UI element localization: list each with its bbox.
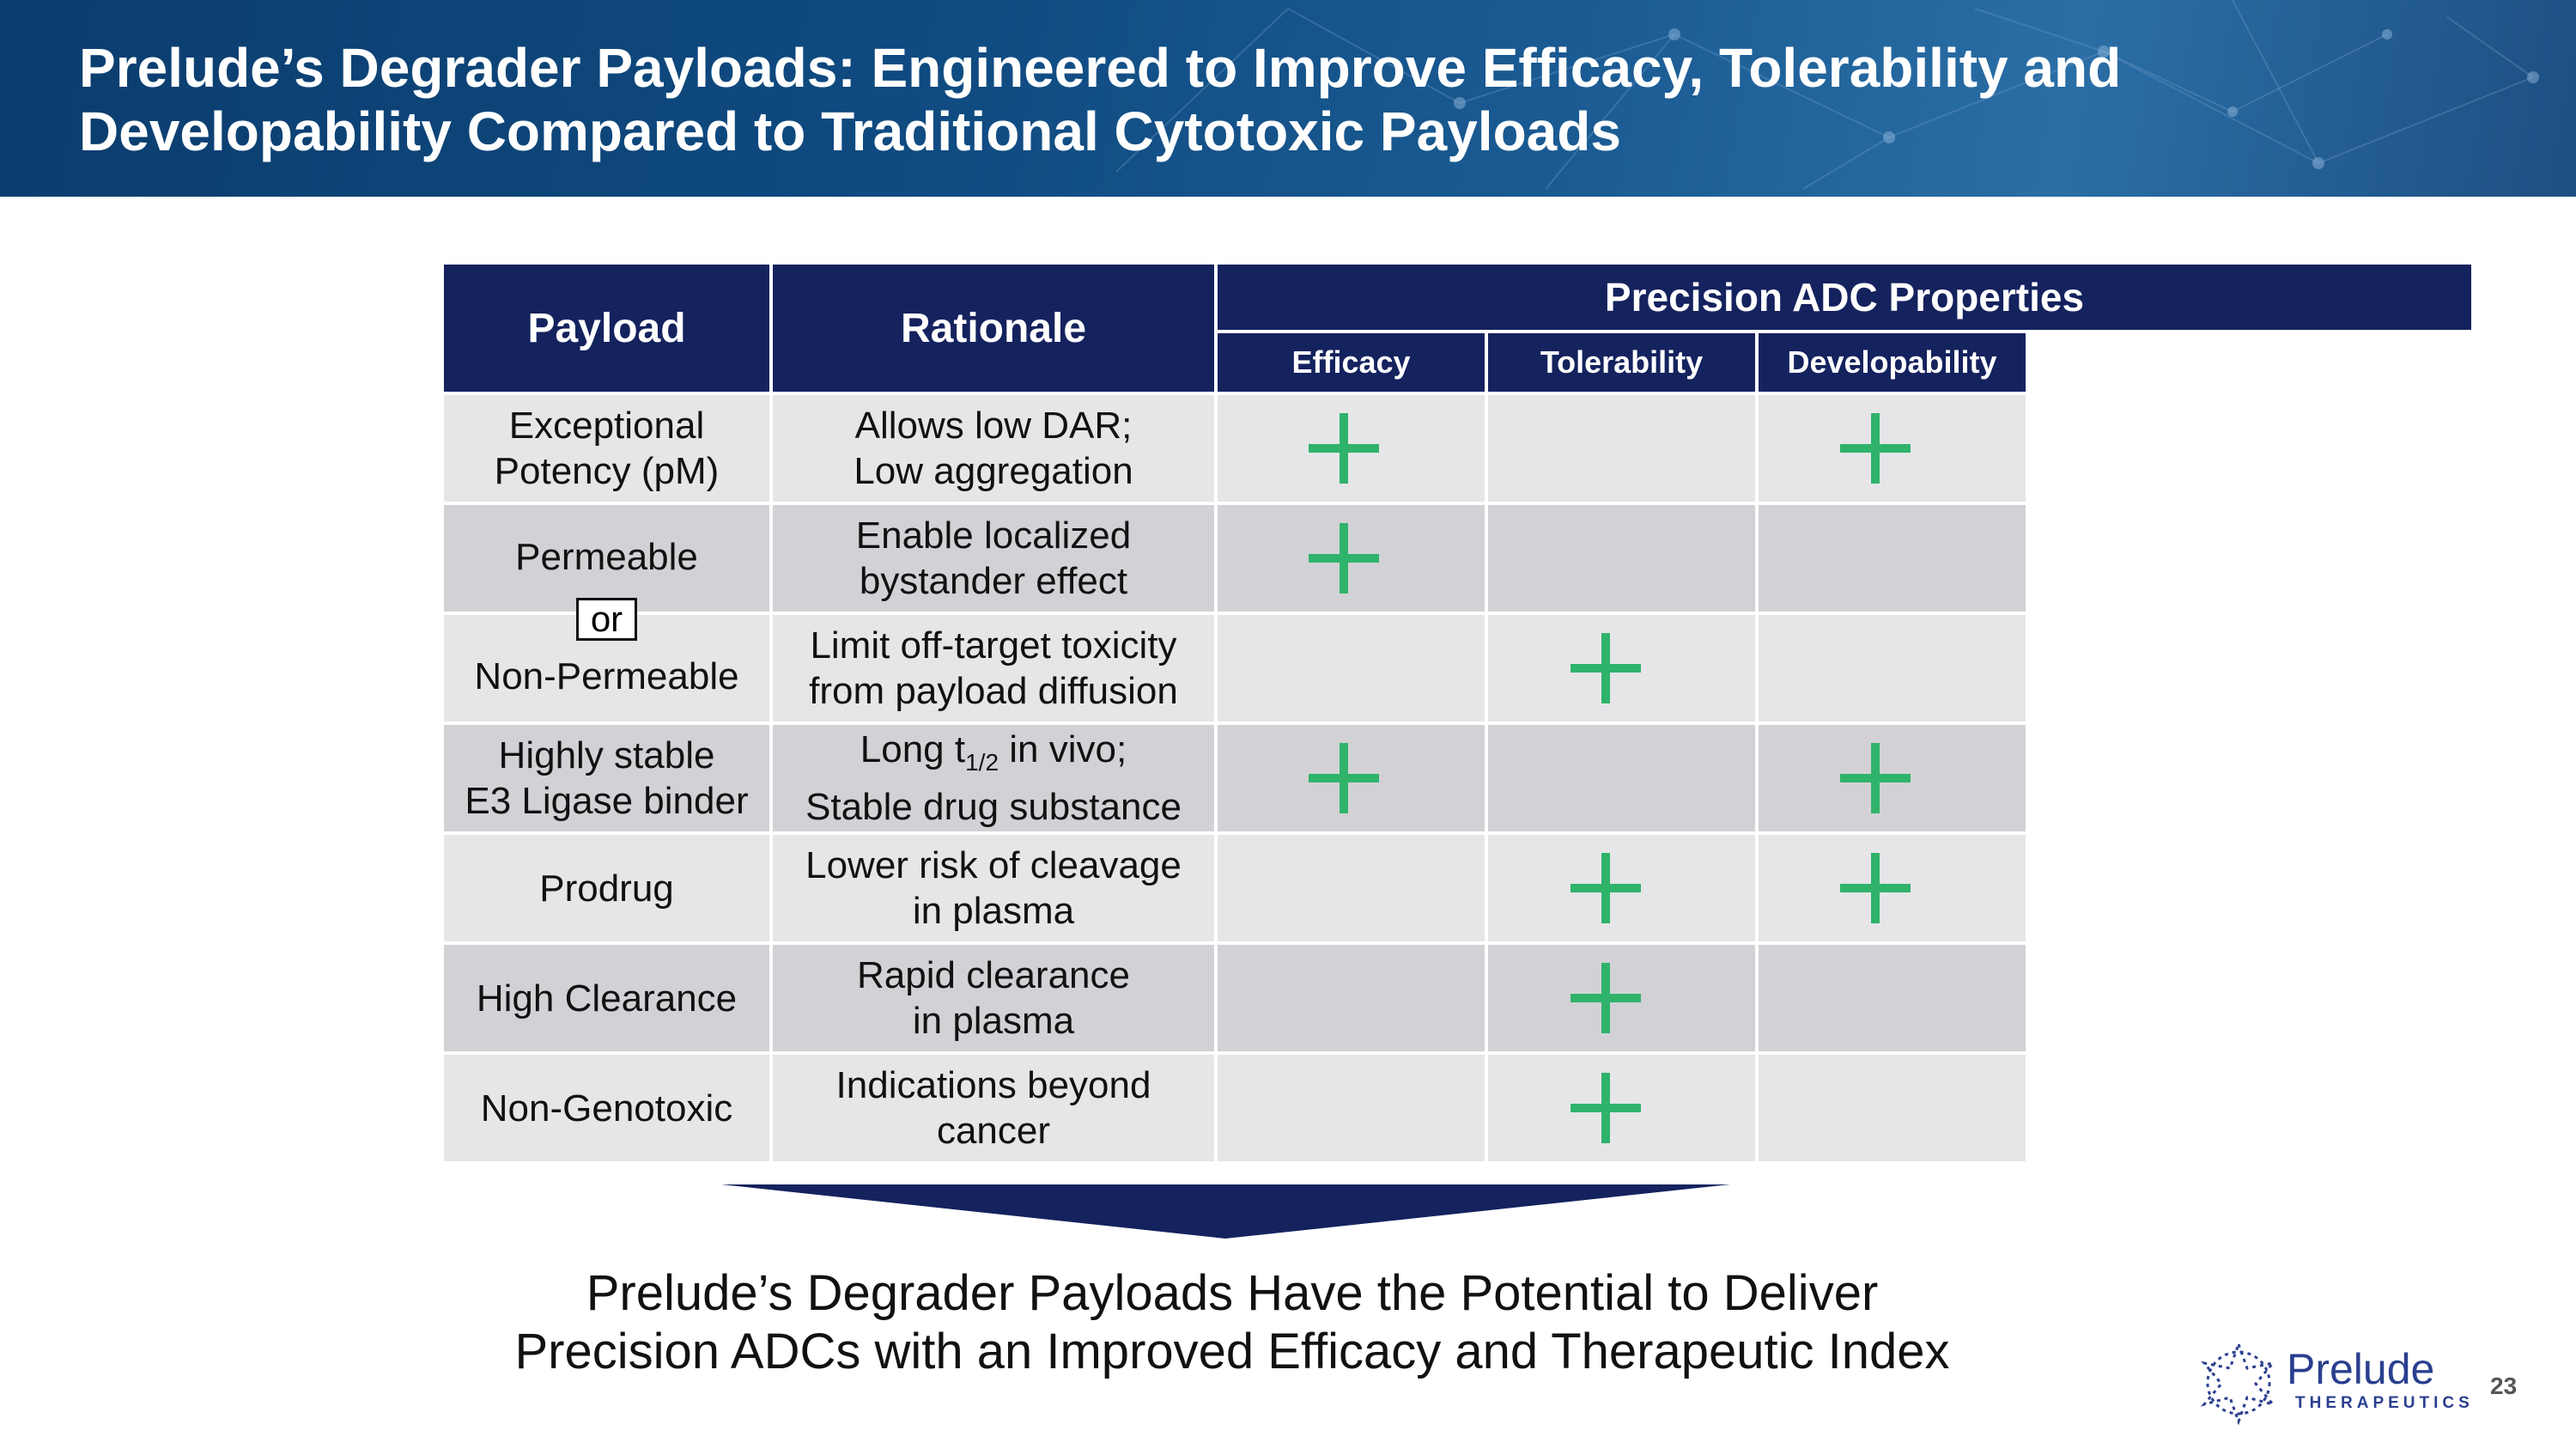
logo-subtitle: THERAPEUTICS — [2295, 1394, 2474, 1412]
row2-rationale-line1: Enable localized — [855, 514, 1132, 557]
row4-payload: Highly stable E3 Ligase binder — [444, 725, 769, 831]
row7-efficacy — [1218, 1055, 1485, 1161]
row7-rationale-line2: cancer — [936, 1110, 1051, 1152]
row5-rationale-line2: in plasma — [912, 890, 1075, 932]
plus-icon — [1309, 413, 1379, 484]
slide-title: Prelude’s Degrader Payloads: Engineered … — [79, 36, 2483, 163]
row4-efficacy — [1218, 725, 1485, 831]
down-arrow-shape — [721, 1184, 1730, 1239]
row4-payload-line1: Highly stable — [498, 734, 715, 776]
row2-tolerability — [1488, 505, 1755, 612]
row3-rationale-line2: from payload diffusion — [809, 670, 1178, 712]
row3-rationale: Limit off-target toxicity from payload di… — [773, 615, 1214, 721]
slide-title-line1: Prelude’s Degrader Payloads: Engineered … — [79, 37, 2122, 99]
network-pattern-decoration — [1115, 0, 2539, 190]
row1-rationale: Allows low DAR; Low aggregation — [773, 395, 1214, 502]
row1-payload-line1: Exceptional — [508, 405, 705, 447]
row5-tolerability — [1488, 835, 1755, 941]
row1-payload-line2: Potency (pM) — [494, 450, 720, 492]
prelude-star-icon — [2200, 1340, 2277, 1426]
row7-rationale-line1: Indications beyond — [835, 1064, 1151, 1106]
row4-developability — [1759, 725, 2026, 831]
row6-rationale-line1: Rapid clearance — [857, 954, 1130, 996]
row3-rationale-line1: Limit off-target toxicity — [810, 624, 1177, 667]
row3-developability — [1759, 615, 2026, 721]
row4-payload-line2: E3 Ligase binder — [465, 780, 749, 822]
row4-rationale-line1b: in vivo; — [999, 728, 1127, 770]
row6-rationale-line2: in plasma — [912, 1000, 1075, 1042]
row1-developability — [1759, 395, 2026, 502]
row4-rationale-line2: Stable drug substance — [805, 786, 1182, 829]
header-banner: Prelude’s Degrader Payloads: Engineered … — [0, 0, 2576, 197]
slide-title-line2: Developability Compared to Traditional C… — [79, 100, 1621, 162]
row2-efficacy — [1218, 505, 1485, 612]
plus-icon — [1571, 963, 1641, 1033]
row6-efficacy — [1218, 945, 1485, 1051]
plus-icon — [1571, 1073, 1641, 1143]
row1-payload: Exceptional Potency (pM) — [444, 395, 769, 502]
row1-rationale-line1: Allows low DAR; — [854, 405, 1133, 447]
conclusion-line2: Precision ADCs with an Improved Efficacy… — [514, 1324, 1950, 1379]
row6-tolerability — [1488, 945, 1755, 1051]
row2-rationale: Enable localized bystander effect — [773, 505, 1214, 612]
row5-rationale-line1: Lower risk of cleavage — [805, 844, 1182, 886]
row5-payload: Prodrug — [444, 835, 769, 941]
row7-tolerability — [1488, 1055, 1755, 1161]
row6-developability — [1759, 945, 2026, 1051]
row3-payload-line1: Non-Permeable — [474, 655, 739, 697]
header-efficacy: Efficacy — [1218, 333, 1485, 392]
row1-rationale-line2: Low aggregation — [854, 450, 1133, 492]
row2-rationale-line2: bystander effect — [859, 560, 1128, 602]
row7-payload: Non-Genotoxic — [444, 1055, 769, 1161]
row5-developability — [1759, 835, 2026, 941]
page-number: 23 — [2490, 1373, 2518, 1399]
row3-efficacy — [1218, 615, 1485, 721]
row6-payload-line1: High Clearance — [476, 977, 738, 1020]
row6-rationale: Rapid clearance in plasma — [773, 945, 1214, 1051]
header-precision-adc-properties: Precision ADC Properties — [1218, 265, 2471, 330]
row5-rationale: Lower risk of cleavage in plasma — [773, 835, 1214, 941]
plus-icon — [1571, 853, 1641, 923]
row2-developability — [1759, 505, 2026, 612]
prelude-logo: Prelude THERAPEUTICS — [2194, 1336, 2470, 1430]
plus-icon — [1571, 633, 1641, 703]
or-box: or — [575, 598, 638, 641]
row4-rationale-line1a: Long t — [860, 728, 966, 770]
row2-payload-line1: Permeable — [515, 536, 698, 578]
conclusion-text: Prelude’s Degrader Payloads Have the Pot… — [429, 1264, 2035, 1381]
plus-icon — [1309, 523, 1379, 594]
plus-icon — [1840, 853, 1911, 923]
row7-developability — [1759, 1055, 2026, 1161]
row2-payload: Permeable — [444, 505, 769, 612]
row5-efficacy — [1218, 835, 1485, 941]
plus-icon — [1840, 743, 1911, 813]
row1-tolerability — [1488, 395, 1755, 502]
row4-tolerability — [1488, 725, 1755, 831]
row7-rationale: Indications beyond cancer — [773, 1055, 1214, 1161]
row3-tolerability — [1488, 615, 1755, 721]
row1-efficacy — [1218, 395, 1485, 502]
conclusion-line1: Prelude’s Degrader Payloads Have the Pot… — [586, 1265, 1879, 1321]
row4-rationale: Long t1/2 in vivo; Stable drug substance — [773, 725, 1214, 831]
plus-icon — [1309, 743, 1379, 813]
row6-payload: High Clearance — [444, 945, 769, 1051]
header-payload: Payload — [444, 265, 769, 392]
row7-payload-line1: Non-Genotoxic — [480, 1087, 733, 1129]
plus-icon — [1840, 413, 1911, 484]
logo-wordmark: Prelude — [2287, 1345, 2435, 1393]
header-developability: Developability — [1759, 333, 2026, 392]
row5-payload-line1: Prodrug — [539, 867, 674, 910]
or-box-wrapper: or — [444, 593, 769, 641]
row4-rationale-subscript: 1/2 — [965, 748, 999, 776]
header-tolerability: Tolerability — [1488, 333, 1755, 392]
header-rationale: Rationale — [773, 265, 1214, 392]
